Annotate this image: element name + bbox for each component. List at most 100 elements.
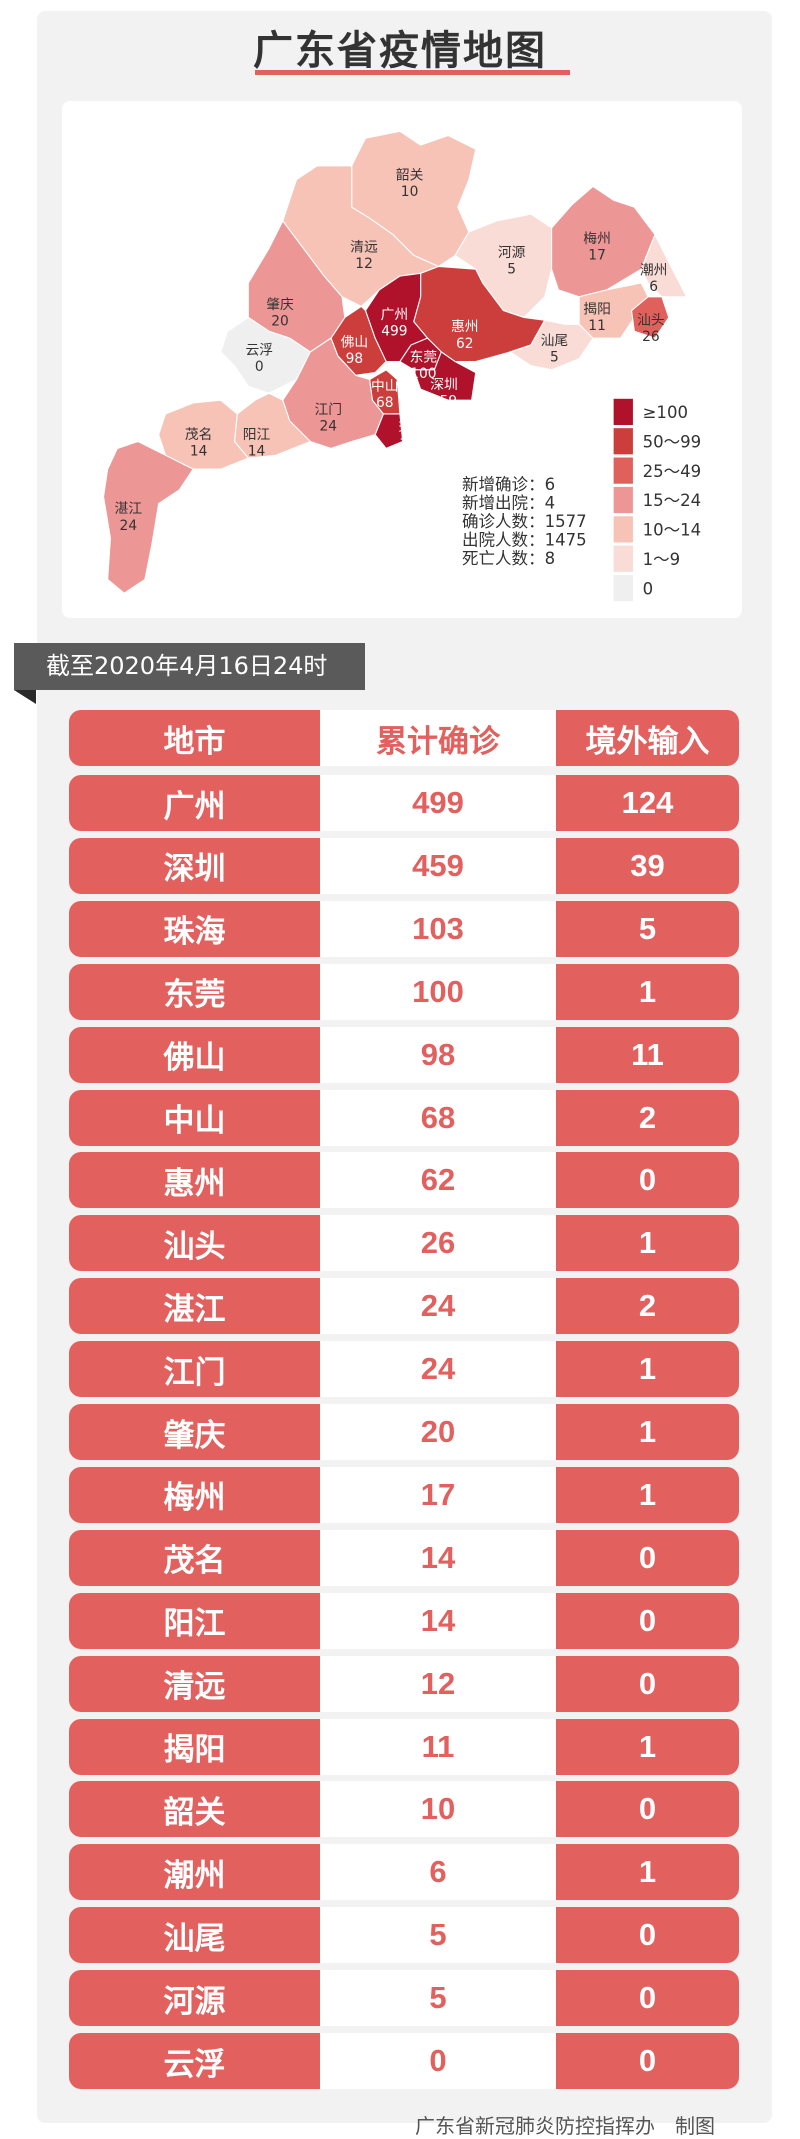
region-20 — [102, 440, 194, 594]
table-row: 汕头 26 1 — [69, 1215, 739, 1272]
cell-city: 东莞 — [69, 963, 320, 1020]
region-name-label: 中山 — [371, 379, 399, 395]
cell-imported: 0 — [556, 1655, 739, 1712]
cell-city: 珠海 — [69, 900, 320, 957]
cell-city: 肇庆 — [69, 1404, 320, 1460]
cell-total: 98 — [320, 1026, 556, 1083]
cell-city: 潮州 — [69, 1844, 320, 1901]
table-row: 肇庆 20 1 — [69, 1404, 739, 1460]
region-name-label: 东莞 — [410, 350, 438, 366]
legend-swatch — [613, 428, 633, 455]
table-row: 汕尾 5 0 — [69, 1907, 739, 1964]
legend-swatch — [613, 457, 633, 484]
region-value-label: 5 — [550, 350, 559, 366]
region-name-label: 韶关 — [396, 168, 424, 184]
table-row: 湛江 24 2 — [69, 1278, 739, 1335]
cell-total: 62 — [320, 1152, 556, 1209]
cell-total: 100 — [320, 963, 556, 1020]
region-name-label: 佛山 — [341, 334, 369, 350]
table-row: 东莞 100 1 — [69, 963, 739, 1020]
cell-total: 0 — [320, 2033, 556, 2089]
region-4 — [640, 233, 688, 298]
region-value-label: 68 — [376, 395, 394, 411]
region-name-label: 茂名 — [185, 426, 213, 443]
cell-imported: 1 — [556, 1341, 739, 1398]
region-name-label: 江门 — [314, 402, 342, 418]
region-value-label: 20 — [271, 314, 289, 330]
cell-total: 14 — [320, 1529, 556, 1586]
region-value-label: 459 — [431, 394, 457, 410]
cell-imported: 0 — [556, 1970, 739, 2027]
cell-total: 499 — [320, 775, 556, 831]
region-value-label: 6 — [649, 279, 658, 295]
region-name-label: 云浮 — [246, 343, 274, 359]
cell-city: 湛江 — [69, 1278, 320, 1335]
region-name-label: 湛江 — [115, 501, 143, 517]
cell-total: 20 — [320, 1404, 556, 1460]
cell-city: 深圳 — [69, 837, 320, 894]
cell-total: 24 — [320, 1278, 556, 1335]
table-row: 中山 68 2 — [69, 1089, 739, 1146]
cell-imported: 0 — [556, 1592, 739, 1649]
legend-swatch — [613, 398, 633, 425]
table-row: 珠海 103 5 — [69, 900, 739, 957]
cell-total: 17 — [320, 1466, 556, 1523]
region-value-label: 98 — [346, 351, 364, 367]
cell-total: 103 — [320, 900, 556, 957]
page-title: 广东省疫情地图 — [253, 28, 547, 74]
cell-imported: 0 — [556, 1907, 739, 1964]
region-value-label: 14 — [248, 443, 266, 459]
cell-imported: 1 — [556, 1404, 739, 1460]
stat-line: 死亡人数：8 — [462, 549, 555, 568]
table-row: 佛山 98 11 — [69, 1026, 739, 1083]
cell-imported: 1 — [556, 963, 739, 1020]
region-name-label: 肇庆 — [266, 297, 294, 313]
table-row: 深圳 459 39 — [69, 837, 739, 894]
cell-imported: 0 — [556, 2033, 739, 2089]
legend-swatch — [613, 516, 633, 543]
cell-city: 韶关 — [69, 1781, 320, 1838]
cell-city: 梅州 — [69, 1466, 320, 1523]
region-value-label: 5 — [507, 261, 516, 277]
region-value-label: 17 — [588, 248, 606, 264]
cell-total: 12 — [320, 1655, 556, 1712]
legend-label: 1～9 — [643, 550, 681, 569]
header-imported: 境外输入 — [556, 710, 739, 766]
region-value-label: 100 — [410, 366, 436, 382]
region-name-label: 潮州 — [640, 263, 668, 279]
region-value-label: 24 — [120, 518, 138, 534]
cell-imported: 0 — [556, 1152, 739, 1209]
cell-city: 江门 — [69, 1341, 320, 1398]
cell-imported: 1 — [556, 1215, 739, 1272]
region-10 — [412, 351, 477, 401]
legend-swatch — [613, 574, 633, 602]
header-city: 地市 — [69, 710, 320, 766]
cell-city: 云浮 — [69, 2033, 320, 2089]
cell-city: 茂名 — [69, 1529, 320, 1586]
region-value-label: 62 — [456, 336, 474, 352]
table-row: 广州 499 124 — [69, 775, 739, 831]
cell-city: 揭阳 — [69, 1718, 320, 1775]
cell-imported: 1 — [556, 1466, 739, 1523]
region-value-label: 12 — [355, 256, 373, 272]
cell-imported: 2 — [556, 1089, 739, 1146]
cell-total: 68 — [320, 1089, 556, 1146]
region-6 — [630, 296, 670, 339]
cell-city: 佛山 — [69, 1026, 320, 1083]
legend-swatch — [613, 545, 633, 572]
region-name-label: 河源 — [498, 245, 526, 261]
title-underline — [255, 70, 570, 75]
header-total: 累计确诊 — [320, 710, 556, 766]
cell-imported: 0 — [556, 1529, 739, 1586]
cell-city: 广州 — [69, 775, 320, 831]
stat-line: 出院人数：1475 — [462, 531, 587, 550]
table-row: 云浮 0 0 — [69, 2033, 739, 2089]
cell-imported: 39 — [556, 837, 739, 894]
table-row: 揭阳 11 1 — [69, 1718, 739, 1775]
region-name-label: 揭阳 — [583, 301, 611, 317]
table-row: 河源 5 0 — [69, 1970, 739, 2027]
region-value-label: 103 — [399, 436, 425, 452]
stat-line: 新增确诊：6 — [462, 475, 555, 494]
table-row: 惠州 62 0 — [69, 1152, 739, 1209]
map-card: 韶关 10 清远 12 河源 5 梅州 17 潮州 6 揭阳 11 汕头 26 惠州 62 广州 499 东莞 100… — [62, 101, 742, 618]
